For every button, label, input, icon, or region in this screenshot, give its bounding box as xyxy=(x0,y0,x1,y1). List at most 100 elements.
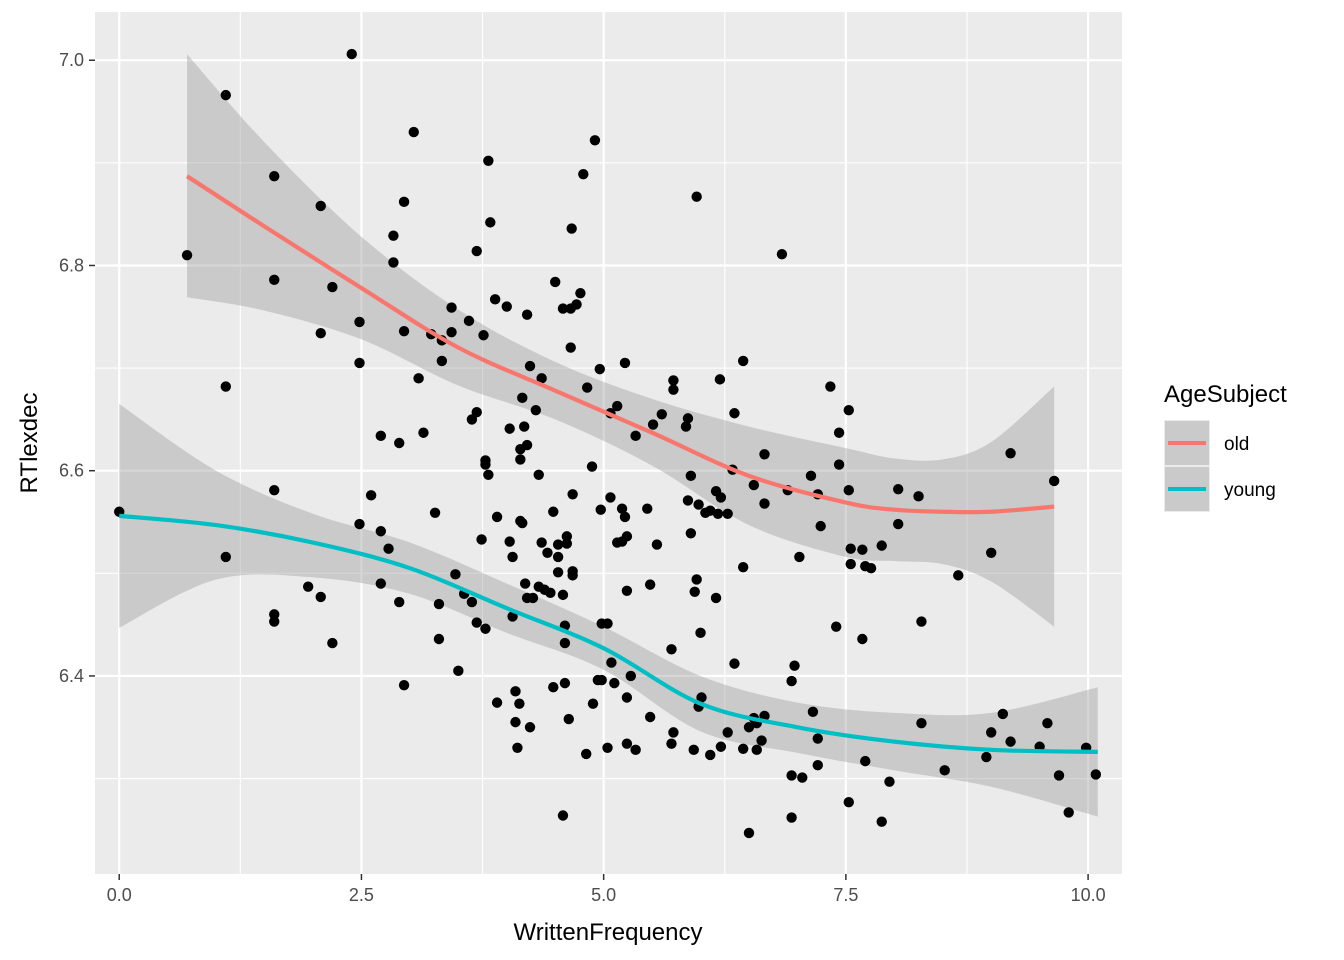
data-point xyxy=(1048,475,1060,487)
data-point xyxy=(594,363,605,375)
ribbon-old xyxy=(187,54,1055,627)
data-point xyxy=(786,812,797,823)
data-point xyxy=(651,539,663,550)
data-point xyxy=(450,569,461,580)
data-point xyxy=(680,421,692,432)
data-point xyxy=(504,423,515,434)
data-point xyxy=(542,547,553,559)
x-tick-label: 2.5 xyxy=(349,885,374,905)
smooth-line-old xyxy=(185,174,1055,515)
data-point xyxy=(375,578,387,589)
data-point xyxy=(710,592,722,604)
data-point xyxy=(483,469,494,481)
grid-major xyxy=(95,12,1122,874)
data-point xyxy=(743,722,755,733)
data-point xyxy=(642,503,653,514)
data-point xyxy=(269,274,280,286)
data-point xyxy=(552,551,564,563)
data-point xyxy=(986,547,997,559)
data-point xyxy=(685,470,697,482)
y-tick-label: 6.8 xyxy=(59,255,84,275)
data-point xyxy=(269,616,280,627)
data-point xyxy=(595,504,606,515)
data-point xyxy=(825,381,836,392)
data-point xyxy=(1042,717,1053,729)
data-point xyxy=(715,492,727,503)
data-point xyxy=(466,596,478,608)
data-point xyxy=(737,743,749,755)
data-point xyxy=(446,326,457,338)
data-point xyxy=(315,200,326,212)
data-point xyxy=(578,168,589,180)
data-point xyxy=(429,507,441,518)
data-point xyxy=(619,357,631,369)
data-point xyxy=(489,294,501,305)
data-point xyxy=(220,89,231,101)
data-point xyxy=(682,413,694,424)
data-point xyxy=(563,713,574,725)
data-point xyxy=(327,281,338,293)
data-point xyxy=(548,682,559,693)
data-point xyxy=(729,658,740,669)
data-point xyxy=(1063,807,1074,818)
data-point xyxy=(602,742,613,753)
y-axis: 6.4 6.6 6.8 7.0 xyxy=(59,50,95,686)
data-point xyxy=(602,618,613,629)
data-point xyxy=(550,276,561,288)
data-point xyxy=(559,677,571,689)
confidence-ribbons xyxy=(119,54,1098,817)
data-point xyxy=(892,483,904,495)
data-point xyxy=(471,617,482,628)
data-point xyxy=(621,585,633,596)
data-point xyxy=(857,544,868,555)
data-point xyxy=(647,419,659,430)
data-point xyxy=(483,155,494,166)
data-point xyxy=(536,537,547,548)
data-point xyxy=(557,589,569,601)
x-axis-title: WrittenFrequency xyxy=(514,919,703,946)
data-point xyxy=(722,508,733,520)
data-point xyxy=(394,437,405,449)
data-point xyxy=(394,596,405,608)
data-point xyxy=(514,698,525,709)
data-point xyxy=(1090,769,1102,780)
data-point xyxy=(485,217,496,228)
data-point xyxy=(536,373,547,384)
data-point xyxy=(776,248,788,260)
data-point xyxy=(565,342,576,353)
x-axis: 0.0 2.5 5.0 7.5 10.0 xyxy=(107,874,1106,905)
data-point xyxy=(327,637,338,649)
data-point xyxy=(589,135,601,146)
data-point xyxy=(571,299,582,310)
data-point xyxy=(269,170,280,182)
data-point xyxy=(375,526,387,537)
data-point xyxy=(561,531,573,542)
data-point xyxy=(668,727,679,738)
data-point xyxy=(729,408,740,419)
data-point xyxy=(756,735,767,746)
data-point xyxy=(398,196,410,208)
data-point xyxy=(892,518,904,530)
data-point xyxy=(567,489,578,500)
y-axis-title: RTlexdec xyxy=(16,393,43,494)
data-point xyxy=(644,711,656,723)
legend: AgeSubject old young xyxy=(1164,381,1287,512)
data-point xyxy=(524,722,536,733)
data-point xyxy=(507,551,518,563)
data-point xyxy=(630,430,641,442)
data-point xyxy=(561,538,573,549)
grid-minor xyxy=(95,12,1122,874)
data-point xyxy=(515,454,526,465)
data-point xyxy=(605,492,616,503)
data-point xyxy=(685,528,697,539)
data-point xyxy=(480,459,491,470)
data-point xyxy=(388,257,399,268)
data-point xyxy=(789,660,800,671)
y-tick-label: 6.4 xyxy=(59,666,84,686)
data-point xyxy=(269,485,280,496)
data-point xyxy=(552,567,564,578)
x-tick-label: 10.0 xyxy=(1071,885,1106,905)
data-point xyxy=(433,633,445,645)
data-point xyxy=(530,404,542,416)
data-point xyxy=(398,325,410,337)
